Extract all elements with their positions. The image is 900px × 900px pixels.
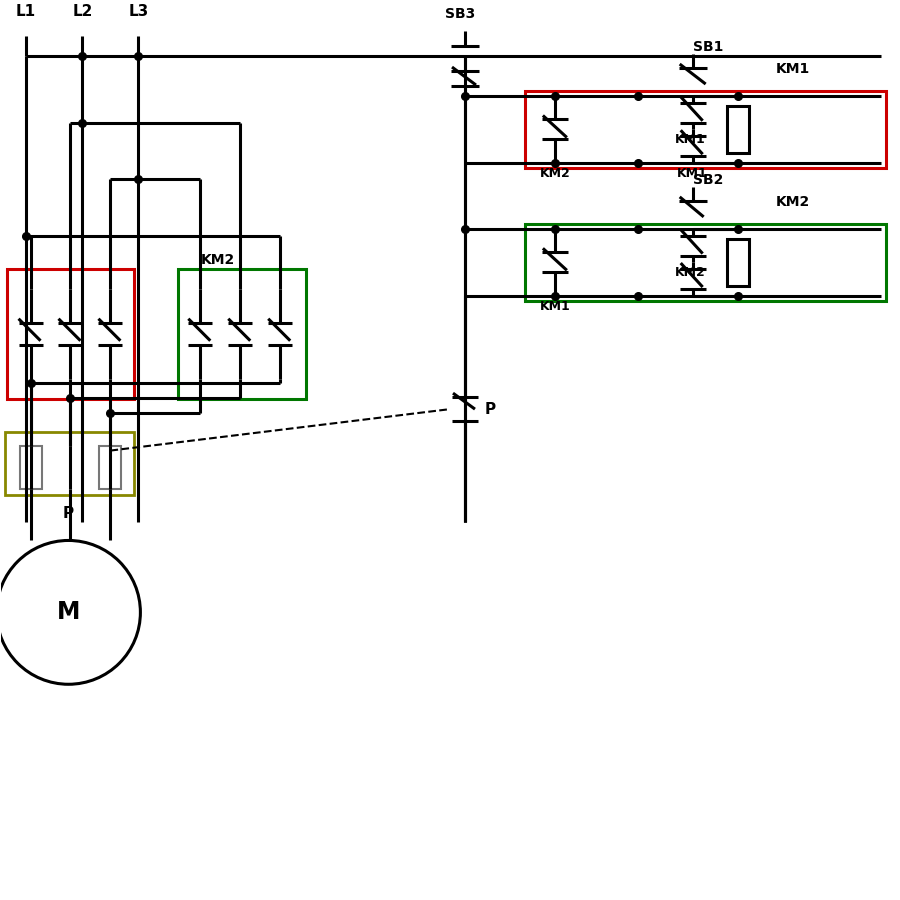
Bar <box>99 446 122 489</box>
Text: M: M <box>57 600 80 625</box>
Text: KM2: KM2 <box>776 195 810 209</box>
Bar <box>20 446 41 489</box>
Text: KM2: KM2 <box>675 266 706 279</box>
Bar <box>6 269 134 399</box>
Bar <box>726 238 749 286</box>
Text: KM2: KM2 <box>539 166 571 180</box>
Bar <box>178 269 306 399</box>
Text: KM1: KM1 <box>776 62 810 76</box>
Bar <box>4 432 134 494</box>
Text: SB2: SB2 <box>693 173 723 187</box>
Text: SB3: SB3 <box>445 7 475 21</box>
Text: KM1: KM1 <box>678 166 708 180</box>
Text: P: P <box>485 401 496 417</box>
Bar <box>525 224 886 301</box>
Text: KM1: KM1 <box>675 133 706 147</box>
Text: SB1: SB1 <box>693 40 723 54</box>
Bar <box>726 106 749 153</box>
Text: KM1: KM1 <box>539 300 571 313</box>
Text: L3: L3 <box>129 4 148 19</box>
Text: L2: L2 <box>72 4 93 19</box>
Text: L1: L1 <box>15 4 36 19</box>
Text: KM2: KM2 <box>201 253 235 266</box>
Text: P: P <box>63 507 74 521</box>
Bar <box>525 91 886 168</box>
